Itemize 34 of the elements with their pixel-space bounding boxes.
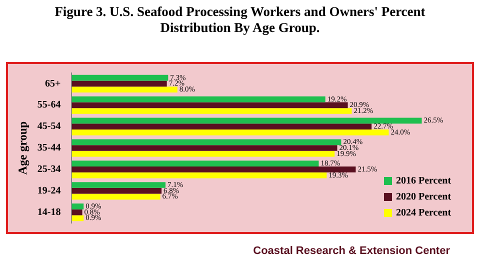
bar: [72, 194, 160, 200]
bar: [72, 108, 352, 114]
bar: [72, 182, 166, 188]
bar: [72, 80, 167, 87]
y-tick-label: 35-44: [37, 142, 61, 154]
y-tick-label: 45-54: [37, 121, 61, 132]
text: Coastal Research & Extension Center: [253, 245, 450, 257]
bar: [72, 139, 342, 146]
bar: [72, 166, 356, 172]
bar: [72, 130, 389, 136]
bar: [72, 86, 178, 92]
bar: [72, 160, 319, 166]
bar: [72, 102, 348, 108]
bar: [72, 209, 82, 216]
bar: [72, 74, 168, 81]
bar: [72, 215, 84, 222]
bar: [72, 172, 327, 178]
bar: [72, 124, 372, 130]
chart-title: Figure 3. U.S. Seafood Processing Workers and Owners' Percent Distribution By Age Group.: [54, 3, 426, 37]
bar: [72, 118, 422, 124]
y-tick-label: 19-24: [37, 185, 61, 196]
bar: [72, 145, 338, 151]
bar: [72, 150, 335, 157]
y-tick-label: 55-64: [37, 100, 61, 111]
bar: [72, 96, 326, 102]
y-tick-label: 65+: [45, 78, 62, 90]
legend-label: 2016 Percent: [396, 176, 452, 187]
legend-label: 2024 Percent: [396, 208, 452, 219]
y-tick-label: 25-34: [37, 164, 61, 176]
bar: [72, 188, 162, 194]
y-tick-label: 14-18: [37, 206, 61, 218]
bar: [72, 204, 84, 210]
y-axis-title: Age group: [15, 120, 30, 175]
legend-label: 2020 Percent: [396, 192, 452, 203]
